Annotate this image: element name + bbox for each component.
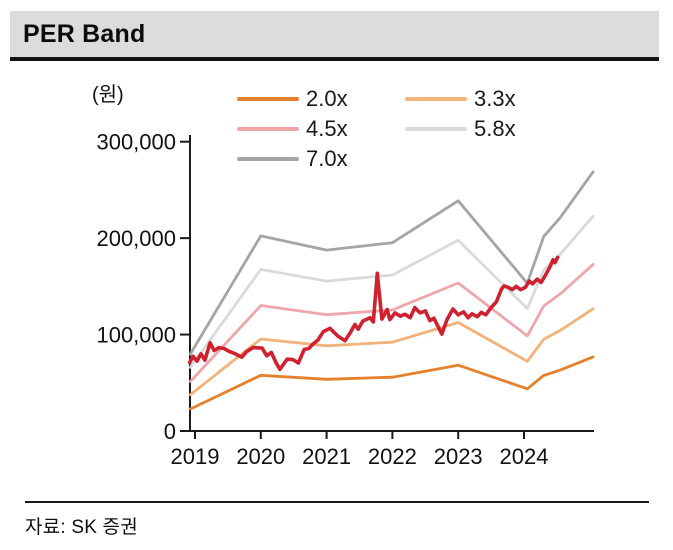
band-line-3.3x: [188, 307, 595, 397]
y-axis-tick-label: 300,000: [96, 130, 176, 155]
chart-title-bar: PER Band: [10, 11, 659, 61]
legend-label-7-0x: 7.0x: [306, 146, 348, 171]
legend-item-3-3x: 3.3x: [405, 84, 573, 114]
source-text: 자료: SK 증권: [25, 517, 138, 538]
legend-swatch-5-8x: [405, 127, 467, 131]
band-line-4.5x: [188, 262, 595, 383]
page-title: PER Band: [23, 19, 146, 48]
legend-label-5-8x: 5.8x: [474, 116, 516, 141]
chart-legend: 2.0x 3.3x 4.5x 5.8x 7.0x: [237, 84, 573, 174]
x-axis-tick-label: 2020: [236, 444, 285, 469]
footer-divider: [25, 501, 649, 503]
legend-swatch-2-0x: [237, 97, 299, 101]
legend-swatch-7-0x: [237, 157, 299, 161]
y-axis-tick-label: 0: [164, 419, 176, 444]
legend-item-4-5x: 4.5x: [237, 114, 405, 144]
y-axis-tick-label: 200,000: [96, 226, 176, 251]
x-axis-tick-label: 2022: [368, 444, 417, 469]
band-line-5.8x: [188, 214, 595, 369]
x-axis-tick-label: 2024: [500, 444, 549, 469]
legend-item-2-0x: 2.0x: [237, 84, 405, 114]
band-line-7.0x: [188, 170, 595, 356]
legend-label-4-5x: 4.5x: [306, 116, 348, 141]
x-axis-tick-label: 2019: [171, 444, 220, 469]
legend-item-7-0x: 7.0x: [237, 144, 405, 174]
y-axis-tick-label: 100,000: [96, 323, 176, 348]
y-axis-unit-label: (원): [92, 84, 124, 106]
legend-swatch-4-5x: [237, 127, 299, 131]
legend-item-5-8x: 5.8x: [405, 114, 573, 144]
price-line: [187, 255, 560, 372]
x-axis-tick-label: 2021: [302, 444, 351, 469]
band-line-2.0x: [188, 355, 595, 411]
legend-label-3-3x: 3.3x: [474, 86, 516, 111]
legend-swatch-3-3x: [405, 97, 467, 101]
legend-label-2-0x: 2.0x: [306, 86, 348, 111]
x-axis-tick-label: 2023: [434, 444, 483, 469]
